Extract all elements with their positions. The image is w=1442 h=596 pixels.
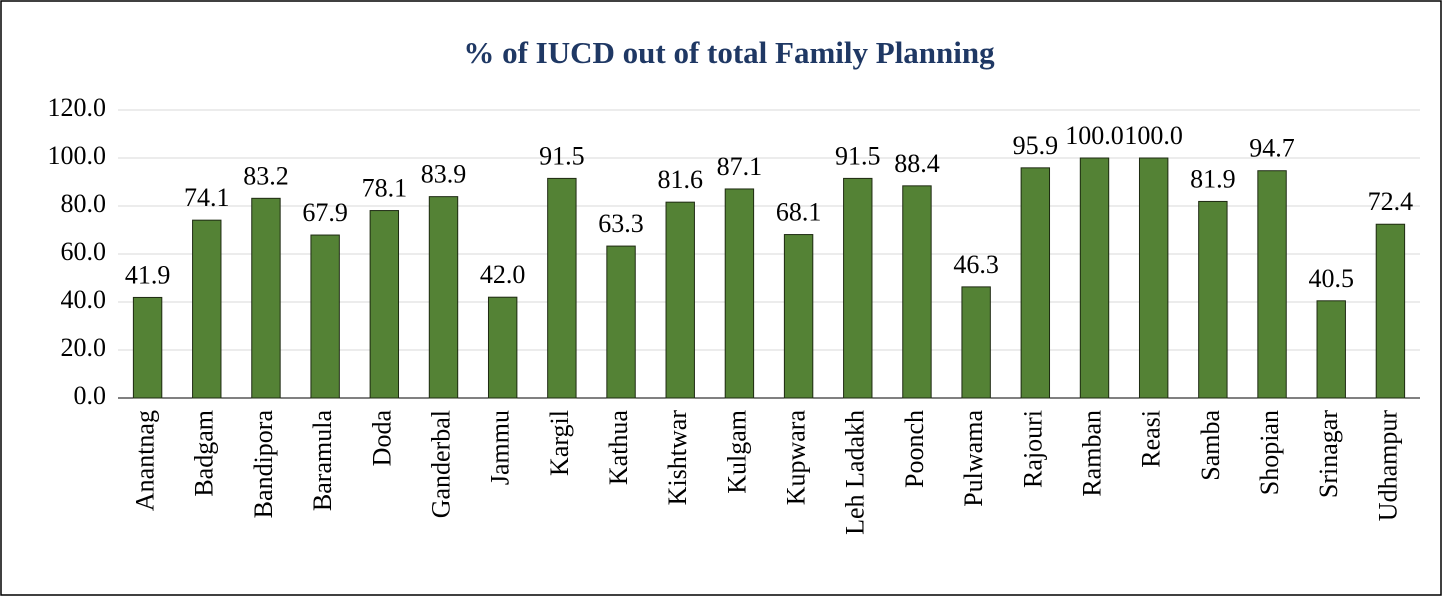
x-tick-label: Pulwama [959,410,988,507]
chart-title: % of IUCD out of total Family Planning [463,35,995,70]
bar [665,201,695,399]
bar [547,177,577,399]
bar [843,177,873,399]
x-tick-label: Badgam [190,410,219,497]
x-tick-label: Kathua [604,410,633,486]
data-label: 94.7 [1249,134,1295,163]
x-tick-label: Bandipora [249,410,278,519]
x-tick-label: Kishtwar [663,410,692,506]
y-tick-label: 60.0 [61,237,107,266]
bar [1316,300,1346,399]
bar [783,234,814,399]
x-tick-label: Kulgam [722,410,751,494]
data-label: 100.0 [1065,121,1124,150]
y-tick-label: 20.0 [61,333,107,362]
bar [724,188,755,399]
x-tick-label: Ganderbal [426,410,455,518]
x-tick-label: Jammu [486,410,515,485]
data-label: 78.1 [362,174,408,203]
data-label: 87.1 [717,152,763,181]
bar [1079,157,1110,399]
bar [1020,167,1051,399]
data-label: 68.1 [776,198,822,227]
data-label: 72.4 [1368,187,1414,216]
y-tick-label: 80.0 [61,189,107,218]
data-label: 42.0 [480,260,526,289]
bar [902,185,932,399]
bar [132,296,163,399]
data-label: 81.6 [657,165,703,194]
bar [1138,157,1169,399]
data-label: 81.9 [1190,164,1236,193]
data-label: 67.9 [302,198,348,227]
x-tick-label: Reasi [1137,410,1166,468]
bar [487,296,518,399]
data-label: 83.9 [421,160,467,189]
data-label: 40.5 [1308,264,1354,293]
data-label: 46.3 [953,250,999,279]
x-tick-label: Udhampur [1373,410,1402,522]
y-tick-label: 100.0 [48,141,107,170]
data-label: 83.2 [243,161,289,190]
data-label: 91.5 [835,141,881,170]
bar [1375,223,1406,399]
x-tick-label: Baramula [308,410,337,512]
data-label: 74.1 [184,183,230,212]
x-tick-label: Samba [1196,410,1225,481]
x-tick-label: Kargil [545,410,574,476]
bar [192,219,222,399]
x-tick-label: Kupwara [782,410,811,506]
y-tick-label: 0.0 [74,381,107,410]
bar [310,234,340,399]
x-tick-label: Doda [367,410,396,467]
bar [961,286,991,399]
bar [251,197,281,399]
x-tick-label: Rajouri [1018,410,1047,488]
x-tick-label: Anantnag [131,410,160,511]
bar [1257,170,1287,399]
bar [606,245,636,399]
x-tick-label: Leh Ladakh [841,410,870,535]
data-label: 63.3 [598,209,644,238]
y-tick-label: 40.0 [61,285,107,314]
bar [369,210,400,399]
data-label: 91.5 [539,141,585,170]
x-tick-label: Ramban [1077,410,1106,497]
bar [1198,200,1228,399]
data-label: 88.4 [894,149,940,178]
data-label: 95.9 [1013,131,1059,160]
x-tick-label: Shopian [1255,410,1284,495]
data-label: 100.0 [1124,121,1183,150]
bar [428,196,459,399]
x-tick-label: Poonch [900,410,929,488]
data-label: 41.9 [125,260,171,289]
y-tick-label: 120.0 [48,93,107,122]
x-tick-label: Srinagar [1314,410,1343,498]
